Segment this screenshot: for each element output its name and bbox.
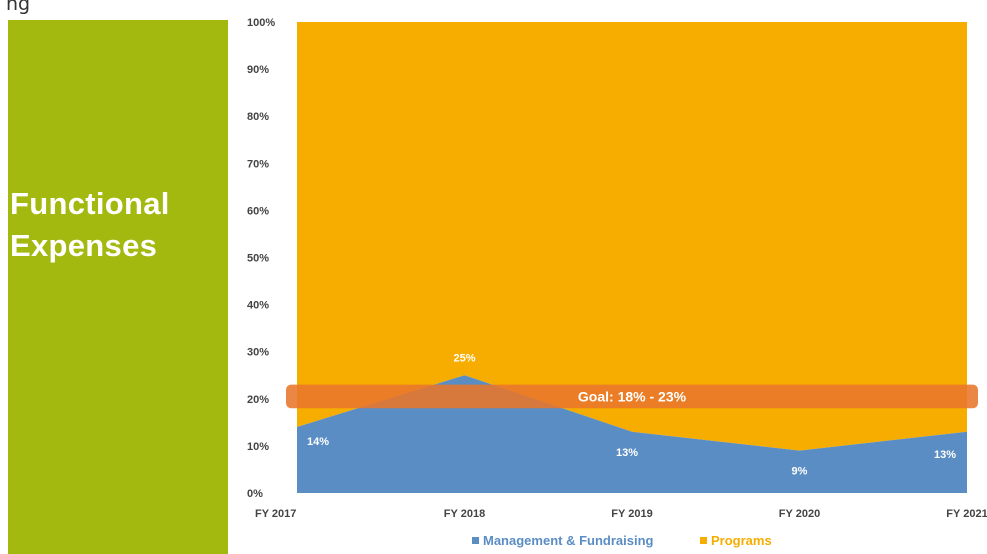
x-tick-label: FY 2017	[255, 508, 296, 520]
y-tick-label: 30%	[247, 347, 269, 359]
y-tick-label: 80%	[247, 111, 269, 123]
x-tick-label: FY 2019	[611, 508, 652, 520]
x-tick-label: FY 2020	[779, 508, 820, 520]
y-tick-label: 10%	[247, 441, 269, 453]
area-series	[297, 22, 967, 493]
goal-band	[286, 384, 978, 409]
legend-label-programs: Programs	[711, 533, 772, 548]
y-tick-label: 20%	[247, 394, 269, 406]
y-tick-label: 100%	[247, 17, 275, 29]
header-text-fragment: ng	[6, 0, 31, 15]
sidebar-panel	[8, 20, 228, 554]
legend-swatch-management	[472, 537, 479, 544]
slide-title-line-2: Expenses	[10, 228, 158, 263]
data-label: 14%	[307, 436, 329, 448]
x-axis-ticks: FY 2017 FY 2018 FY 2019 FY 2020 FY 2021	[255, 508, 987, 520]
y-tick-label: 60%	[247, 205, 269, 217]
data-labels: 14% 25% 13% 9% 13%	[307, 352, 956, 477]
slide-title: Functional Expenses	[10, 183, 225, 267]
chart-legend: Management & Fundraising Programs	[472, 533, 772, 548]
legend-swatch-programs	[700, 537, 707, 544]
x-tick-label: FY 2021	[946, 508, 987, 520]
data-label: 25%	[453, 352, 475, 364]
goal-band-label: Goal: 18% - 23%	[578, 388, 687, 404]
y-tick-label: 90%	[247, 64, 269, 76]
programs-area	[297, 22, 967, 451]
legend-label-management: Management & Fundraising	[483, 533, 654, 548]
data-label: 13%	[934, 449, 956, 461]
data-label: 13%	[616, 447, 638, 459]
x-tick-label: FY 2018	[444, 508, 485, 520]
data-label: 9%	[792, 466, 808, 478]
y-tick-label: 70%	[247, 158, 269, 170]
slide-title-line-1: Functional	[10, 186, 170, 221]
y-axis-ticks: 0% 10% 20% 30% 40% 50% 60% 70% 80% 90% 100%	[247, 17, 275, 500]
y-tick-label: 0%	[247, 488, 263, 500]
y-tick-label: 50%	[247, 253, 269, 265]
goal-band-group: Goal: 18% - 23%	[286, 384, 978, 409]
y-tick-label: 40%	[247, 300, 269, 312]
